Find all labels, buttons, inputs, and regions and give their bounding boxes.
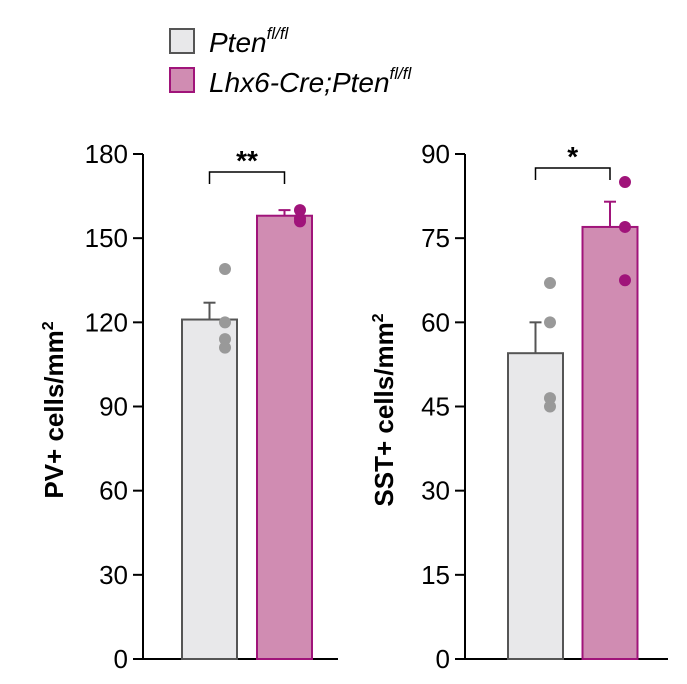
- pv-y-axis-sup: 2: [40, 321, 57, 330]
- legend-sup-control: fl/fl: [267, 24, 290, 43]
- pv-data-point: [219, 333, 231, 346]
- sst-y-tick-label: 60: [421, 307, 450, 337]
- pv-y-tick-label: 150: [85, 223, 128, 253]
- pv-significance-label: **: [236, 145, 258, 176]
- pv-data-point: [219, 263, 231, 276]
- sst-y-axis-label: SST+ cells/mm: [369, 322, 399, 506]
- sst-y-axis-sup: 2: [370, 313, 387, 322]
- pv-y-tick-label: 60: [99, 476, 128, 506]
- sst-bar-knockout: [581, 225, 639, 660]
- sst-data-point: [544, 277, 556, 290]
- sst-y-tick-label: 90: [421, 139, 450, 169]
- legend-item-knockout: Lhx6-Cre;Ptenfl/fl: [169, 64, 412, 98]
- pv-y-tick-label: 180: [85, 139, 128, 169]
- pv-y-tick-label: 30: [99, 560, 128, 590]
- sst-chart-panel: SST+ cells/mm2 0 15 30 45 60 75 90 *: [369, 139, 668, 674]
- legend: Ptenfl/fl Lhx6-Cre;Ptenfl/fl: [169, 24, 412, 98]
- pv-y-axis-label: PV+ cells/mm: [39, 330, 69, 498]
- pv-y-tick-label: 120: [85, 307, 128, 337]
- sst-significance-bracket: [534, 167, 611, 180]
- sst-data-point: [619, 274, 631, 287]
- svg-text:Ptenfl/fl: Ptenfl/fl: [209, 24, 290, 58]
- sst-y-tick-label: 75: [421, 223, 450, 253]
- sst-data-point: [619, 220, 631, 233]
- pv-data-point: [294, 204, 306, 217]
- legend-swatch-control: [169, 28, 195, 54]
- sst-y-tick-label: 30: [421, 476, 450, 506]
- legend-sup-knockout: fl/fl: [390, 64, 413, 83]
- sst-y-axis-title: SST+ cells/mm2: [369, 313, 399, 506]
- sst-data-point: [544, 400, 556, 413]
- pv-bar-control: [181, 318, 238, 660]
- pv-bar-knockout: [256, 214, 313, 660]
- legend-label-knockout: Lhx6-Cre;Pten: [209, 67, 390, 98]
- sst-data-point: [619, 176, 631, 189]
- pv-chart-panel: PV+ cells/mm2 0 30 60 90 120 150 180 **: [39, 139, 338, 674]
- legend-swatch-knockout: [169, 67, 195, 93]
- sst-data-point: [544, 392, 556, 405]
- pv-data-point: [294, 215, 306, 228]
- pv-y-tick-label: 90: [99, 392, 128, 422]
- sst-significance-label: *: [567, 141, 578, 172]
- sst-y-tick-label: 45: [421, 392, 450, 422]
- pv-y-tick-label: 0: [114, 644, 128, 674]
- sst-y-tick-label: 0: [436, 644, 450, 674]
- legend-label-control: Pten: [209, 27, 267, 58]
- pv-significance-bracket: [208, 171, 286, 184]
- pv-y-axis-title: PV+ cells/mm2: [39, 321, 69, 498]
- sst-data-point: [544, 316, 556, 329]
- sst-y-tick-label: 15: [421, 560, 450, 590]
- pv-data-point: [219, 341, 231, 354]
- svg-text:Lhx6-Cre;Ptenfl/fl: Lhx6-Cre;Ptenfl/fl: [209, 64, 412, 98]
- pv-data-point: [219, 316, 231, 329]
- legend-item-control: Ptenfl/fl: [169, 24, 290, 58]
